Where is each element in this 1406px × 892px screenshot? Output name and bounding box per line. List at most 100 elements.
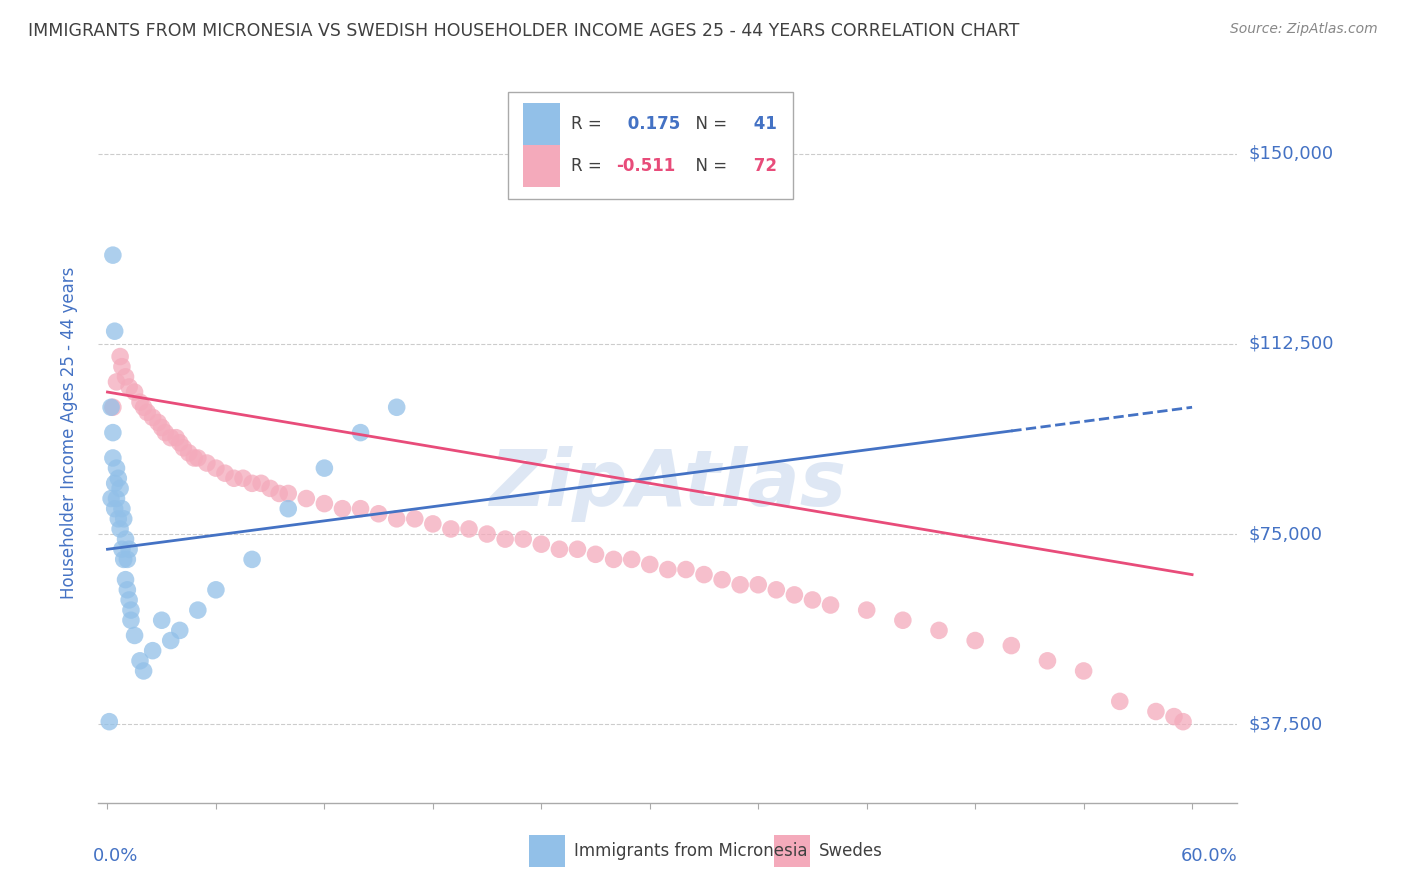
Point xyxy=(146,416,169,430)
Point xyxy=(195,456,218,470)
Point xyxy=(159,431,181,445)
Point xyxy=(240,552,263,566)
Point xyxy=(107,471,129,485)
Text: -0.511: -0.511 xyxy=(617,157,676,175)
Point xyxy=(620,552,643,566)
Point xyxy=(111,542,134,557)
Point xyxy=(404,512,426,526)
Point xyxy=(132,664,155,678)
Point xyxy=(965,633,987,648)
Point xyxy=(169,624,191,638)
Text: $112,500: $112,500 xyxy=(1249,334,1334,353)
Point xyxy=(117,582,139,597)
Point xyxy=(101,248,124,262)
Text: 0.175: 0.175 xyxy=(623,115,681,133)
Point xyxy=(100,401,122,415)
Point xyxy=(602,552,624,566)
Point xyxy=(183,450,205,465)
Point xyxy=(1144,705,1167,719)
Text: IMMIGRANTS FROM MICRONESIA VS SWEDISH HOUSEHOLDER INCOME AGES 25 - 44 YEARS CORR: IMMIGRANTS FROM MICRONESIA VS SWEDISH HO… xyxy=(28,22,1019,40)
Y-axis label: Householder Income Ages 25 - 44 years: Householder Income Ages 25 - 44 years xyxy=(59,267,77,599)
Point xyxy=(269,486,291,500)
Point xyxy=(675,562,697,576)
Point xyxy=(259,482,281,496)
Point xyxy=(117,552,139,566)
Point xyxy=(187,450,209,465)
Point xyxy=(169,435,191,450)
Point xyxy=(475,527,498,541)
Point xyxy=(567,542,589,557)
Text: $75,000: $75,000 xyxy=(1249,525,1323,543)
Point xyxy=(108,350,131,364)
Point xyxy=(928,624,950,638)
Point xyxy=(349,425,371,440)
FancyBboxPatch shape xyxy=(509,92,793,200)
Point xyxy=(728,578,751,592)
Point xyxy=(240,476,263,491)
Point xyxy=(124,385,146,400)
Point xyxy=(104,501,127,516)
Point xyxy=(120,603,142,617)
Point xyxy=(277,486,299,500)
Point xyxy=(693,567,716,582)
Point xyxy=(111,501,134,516)
Point xyxy=(100,491,122,506)
Point xyxy=(1073,664,1095,678)
Point xyxy=(118,380,141,394)
Point xyxy=(118,593,141,607)
Point xyxy=(114,532,136,546)
Point xyxy=(136,405,159,419)
Point xyxy=(585,547,607,561)
Point xyxy=(367,507,389,521)
Point xyxy=(1108,694,1130,708)
Point xyxy=(101,401,124,415)
Point xyxy=(314,497,336,511)
Text: 60.0%: 60.0% xyxy=(1181,847,1237,865)
Point xyxy=(820,598,842,612)
Point xyxy=(132,401,155,415)
Point xyxy=(422,516,444,531)
Point xyxy=(105,491,128,506)
Point xyxy=(142,643,165,657)
FancyBboxPatch shape xyxy=(529,835,565,867)
Point xyxy=(385,401,408,415)
Point xyxy=(111,359,134,374)
Text: Source: ZipAtlas.com: Source: ZipAtlas.com xyxy=(1230,22,1378,37)
Point xyxy=(177,446,200,460)
Point xyxy=(1163,709,1185,723)
Point xyxy=(783,588,806,602)
Point xyxy=(114,369,136,384)
Point xyxy=(657,562,679,576)
Text: ZipAtlas: ZipAtlas xyxy=(489,446,846,523)
Point xyxy=(440,522,463,536)
Point xyxy=(222,471,245,485)
Point xyxy=(277,501,299,516)
Point xyxy=(214,466,236,480)
Point xyxy=(765,582,787,597)
Point xyxy=(114,573,136,587)
Point xyxy=(250,476,273,491)
Point xyxy=(512,532,534,546)
Point xyxy=(108,482,131,496)
Point xyxy=(332,501,354,516)
Point xyxy=(1171,714,1194,729)
Point xyxy=(142,410,165,425)
Point xyxy=(104,476,127,491)
Text: R =: R = xyxy=(571,115,607,133)
Point xyxy=(855,603,877,617)
Point xyxy=(101,425,124,440)
Point xyxy=(165,431,187,445)
Point xyxy=(107,512,129,526)
Point xyxy=(1036,654,1059,668)
Point xyxy=(205,582,228,597)
Text: Immigrants from Micronesia: Immigrants from Micronesia xyxy=(575,842,808,860)
Text: Swedes: Swedes xyxy=(820,842,883,860)
Point xyxy=(101,450,124,465)
Point xyxy=(159,633,181,648)
Point xyxy=(1000,639,1022,653)
Point xyxy=(548,542,571,557)
Point xyxy=(150,613,173,627)
Point xyxy=(105,461,128,475)
Point xyxy=(747,578,769,592)
Point xyxy=(104,324,127,338)
